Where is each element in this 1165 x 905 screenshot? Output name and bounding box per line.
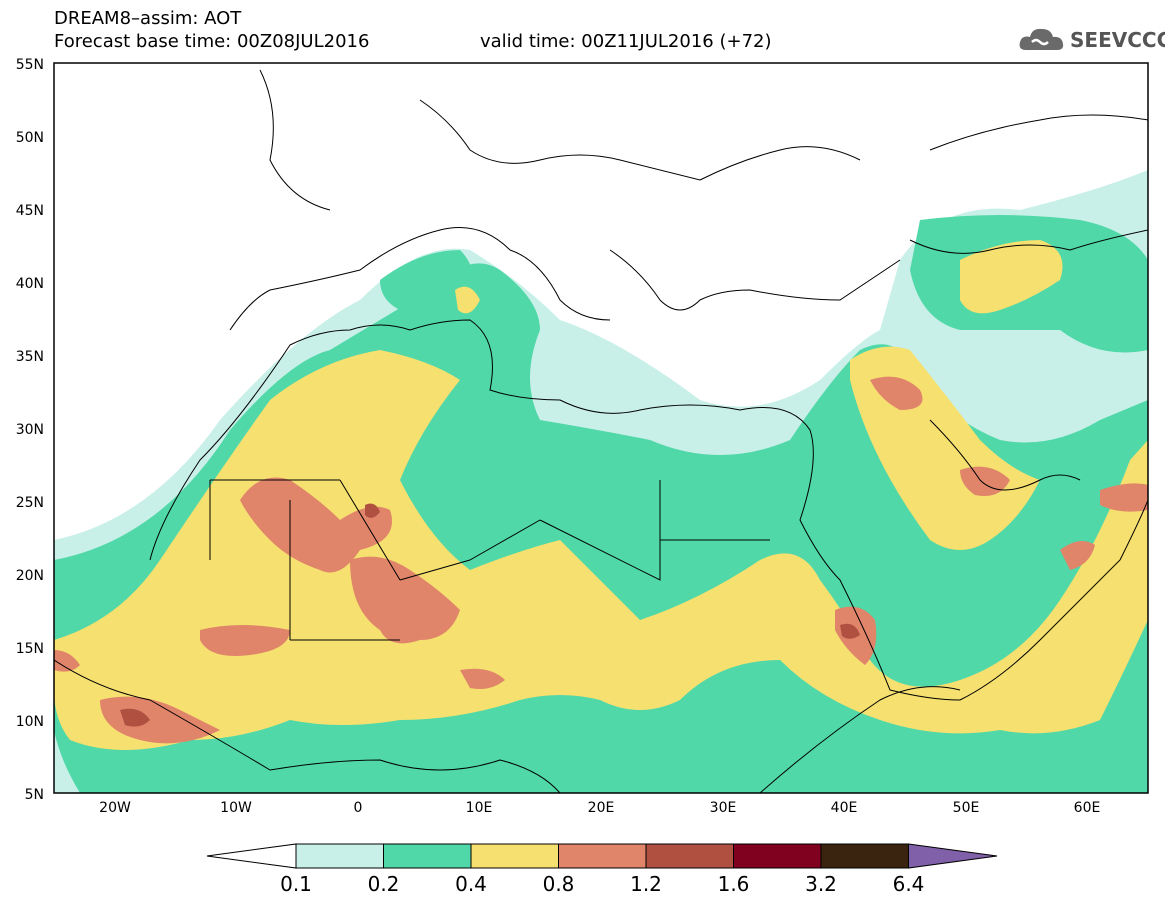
lat-label: 15N — [16, 641, 44, 657]
colorbar-arrow-left — [206, 843, 297, 869]
lon-label: 40E — [831, 800, 858, 816]
aot-field — [54, 170, 1148, 793]
colorbar-arrow-right — [908, 843, 998, 869]
colorbar-label: 0.1 — [280, 872, 312, 896]
longitude-axis: 20W 10W 0 10E 20E 30E 40E 50E 60E — [99, 800, 1100, 816]
colorbar-label: 0.2 — [367, 872, 400, 896]
lat-label: 20N — [16, 568, 44, 584]
lat-label: 55N — [16, 57, 44, 73]
lon-label: 20W — [99, 800, 131, 816]
colorbar-segment — [645, 843, 734, 869]
colorbar-segment — [383, 843, 472, 869]
lon-label: 50E — [953, 800, 980, 816]
seevccc-logo: SEEVCCC — [1018, 24, 1165, 56]
lon-label: 10W — [220, 800, 252, 816]
lon-label: 20E — [588, 800, 615, 816]
lon-label: 30E — [710, 800, 737, 816]
lon-label: 0 — [354, 800, 363, 816]
aot-band-0.8 — [54, 376, 1148, 744]
colorbar-segment — [820, 843, 909, 869]
lon-label: 10E — [466, 800, 493, 816]
colorbar-segment — [558, 843, 647, 869]
aot-band-1.2 — [120, 503, 860, 727]
colorbar-label: 3.2 — [805, 872, 837, 896]
lat-label: 30N — [16, 422, 44, 438]
map-title: DREAM8–assim: AOT — [54, 8, 242, 29]
lat-label: 25N — [16, 495, 44, 511]
latitude-axis: 55N 50N 45N 40N 35N 30N 25N 20N 15N 10N … — [16, 57, 44, 803]
logo-text: SEEVCCC — [1070, 28, 1165, 52]
colorbar-label: 6.4 — [892, 872, 925, 896]
colorbar-segment — [295, 843, 384, 869]
lat-label: 10N — [16, 714, 44, 730]
valid-time: valid time: 00Z11JUL2016 (+72) — [480, 31, 772, 52]
lat-label: 5N — [25, 787, 44, 803]
forecast-base-time: Forecast base time: 00Z08JUL2016 — [54, 31, 370, 52]
lat-label: 50N — [16, 130, 44, 146]
map-frame — [53, 62, 1149, 794]
lat-label: 35N — [16, 349, 44, 365]
colorbar-segment — [733, 843, 822, 869]
colorbar-label: 0.8 — [542, 872, 575, 896]
cloud-icon — [1019, 28, 1064, 50]
coastlines — [54, 69, 1148, 793]
lon-label: 60E — [1074, 800, 1101, 816]
colorbar-label: 1.6 — [717, 872, 750, 896]
lat-label: 40N — [16, 276, 44, 292]
colorbar-label: 0.4 — [455, 872, 487, 896]
lat-label: 45N — [16, 203, 44, 219]
colorbar-segment — [470, 843, 559, 869]
colorbar — [206, 843, 998, 869]
colorbar-label: 1.2 — [630, 872, 662, 896]
